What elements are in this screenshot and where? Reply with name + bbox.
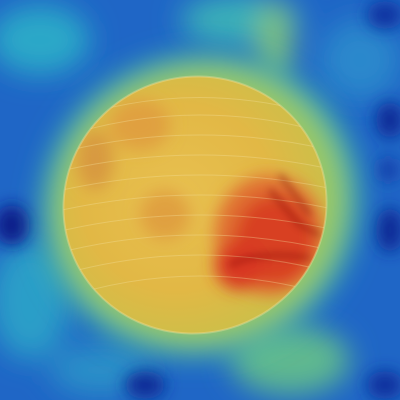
shell-outline [62, 75, 328, 335]
shell-details [61, 97, 339, 295]
